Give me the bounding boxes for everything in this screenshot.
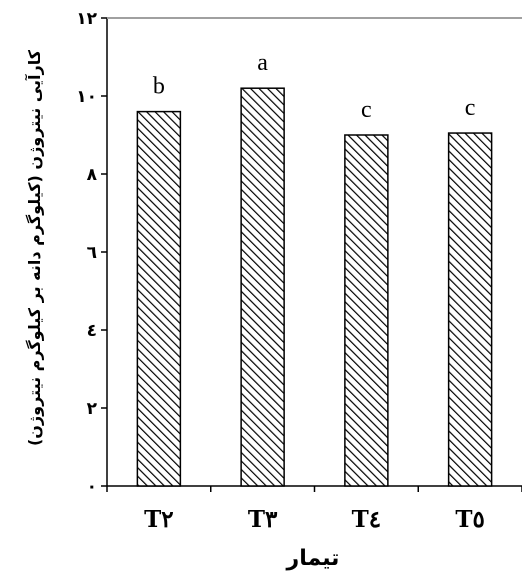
x-tick-labels-group: T٢ T٣ T٤ T٥ (106, 486, 522, 533)
y-tick-label: ١٢ (76, 9, 97, 29)
bar (136, 110, 182, 487)
x-tick-label: T٤ (352, 506, 381, 533)
significance-letter: b (153, 74, 165, 100)
x-axis-label: تیمار (286, 546, 340, 571)
significance-letter: a (257, 50, 268, 76)
y-tick-labels-group: ٠ ٢ ٤ ٦ ٨ ١٠ ١٢ (76, 9, 107, 497)
y-tick-label: ٢ (87, 399, 98, 419)
x-tick-label: T٢ (144, 506, 173, 533)
y-tick-label: ٠ (87, 477, 97, 497)
y-tick-label: ٤ (87, 321, 97, 341)
significance-letter: c (465, 95, 476, 121)
significance-letters-group: b a c c (153, 50, 476, 123)
y-axis-label: کارآیی نیتروژن (کیلوگرم دانه بر کیلوگرم … (24, 49, 44, 446)
bar (344, 134, 389, 487)
y-tick-label: ٨ (87, 165, 98, 185)
x-tick-label: T٣ (248, 506, 278, 533)
x-tick-label: T٥ (455, 506, 484, 533)
y-tick-label: ١٠ (76, 87, 97, 107)
bars-group (136, 87, 493, 487)
bar (447, 132, 493, 487)
significance-letter: c (361, 97, 372, 123)
bar (240, 87, 285, 487)
y-tick-label: ٦ (87, 243, 97, 263)
